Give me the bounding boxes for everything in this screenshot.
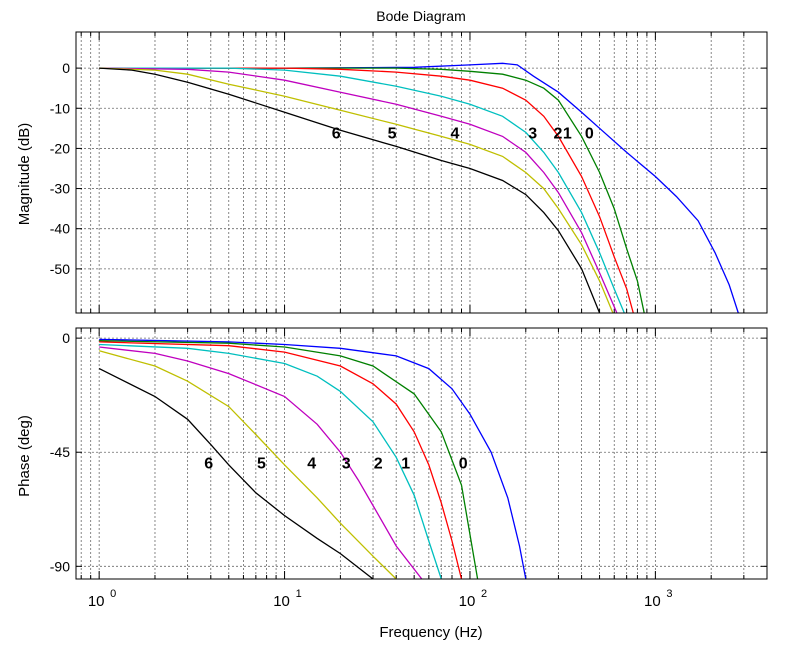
phase-grid: [76, 328, 768, 579]
phase-series-line-3: [99, 343, 442, 579]
x-tick-label: 10: [88, 593, 105, 610]
magnitude-curve-label-4: 4: [451, 125, 460, 142]
magnitude-y-tick-label: -30: [50, 181, 70, 197]
phase-curve-label-0: 0: [459, 455, 468, 472]
x-axis-label: Frequency (Hz): [379, 624, 482, 641]
x-tick-label: 10: [644, 593, 661, 610]
magnitude-axis-label: Magnitude (dB): [16, 123, 33, 226]
phase-curve-label-1: 1: [401, 455, 410, 472]
phase-axis-label: Phase (deg): [16, 415, 33, 497]
magnitude-panel: 0-10-20-30-40-506 5 4 3 2 1 0: [50, 31, 768, 314]
magnitude-series-line-2: [99, 67, 634, 313]
magnitude-y-tick-label: 0: [62, 60, 70, 76]
phase-series-line-1: [99, 340, 479, 579]
x-tick-label-exponent: 3: [666, 588, 672, 600]
phase-panel: 0 -45 -90 6 5 4 3 2 1 0: [50, 327, 768, 580]
magnitude-axes-box: [75, 31, 768, 314]
phase-series-line-5: [99, 350, 397, 579]
magnitude-curve-label-1: 1: [563, 125, 572, 142]
phase-series-line-2: [99, 341, 463, 579]
phase-series-line-4: [99, 346, 423, 579]
x-tick-label-exponent: 2: [481, 588, 487, 600]
magnitude-curve-label-5: 5: [388, 125, 397, 142]
magnitude-curve-label-2: 2: [553, 125, 562, 142]
phase-series-line-6: [98, 368, 374, 579]
magnitude-y-tick-label: -20: [50, 140, 70, 156]
x-tick-labels: 10 0 10 1 10 2 10 3: [88, 588, 673, 610]
magnitude-series-line-6: [99, 67, 601, 313]
magnitude-curve-label-6: 6: [332, 125, 341, 142]
magnitude-curve-label-3: 3: [528, 125, 537, 142]
magnitude-series-line-0: [99, 62, 739, 313]
x-tick-label-exponent: 0: [110, 588, 116, 600]
x-tick-label: 10: [459, 593, 476, 610]
phase-y-tick-label: 0: [62, 330, 70, 346]
magnitude-y-tick-label: -50: [50, 261, 70, 277]
magnitude-curve-label-0: 0: [585, 125, 594, 142]
magnitude-series-line-5: [99, 67, 614, 313]
phase-y-tick-label: -90: [50, 558, 70, 574]
chart-title: Bode Diagram: [376, 8, 466, 24]
x-tick-label-exponent: 1: [296, 588, 302, 600]
phase-curve-label-5: 5: [257, 455, 266, 472]
phase-curve-label-2: 2: [374, 455, 383, 472]
x-tick-label: 10: [273, 593, 290, 610]
phase-curve-label-4: 4: [307, 455, 316, 472]
magnitude-series-group: [99, 62, 739, 313]
phase-series-group: [98, 338, 527, 579]
phase-y-tick-label: -45: [50, 444, 70, 460]
phase-series-line-0: [99, 338, 527, 579]
magnitude-series-line-4: [99, 67, 618, 313]
phase-curve-label-6: 6: [204, 455, 213, 472]
phase-axes-box: [75, 327, 768, 580]
magnitude-y-tick-label: -40: [50, 221, 70, 237]
magnitude-series-line-3: [99, 67, 625, 313]
magnitude-series-line-1: [99, 67, 645, 313]
magnitude-y-tick-label: -10: [50, 100, 70, 116]
phase-curve-label-3: 3: [342, 455, 351, 472]
